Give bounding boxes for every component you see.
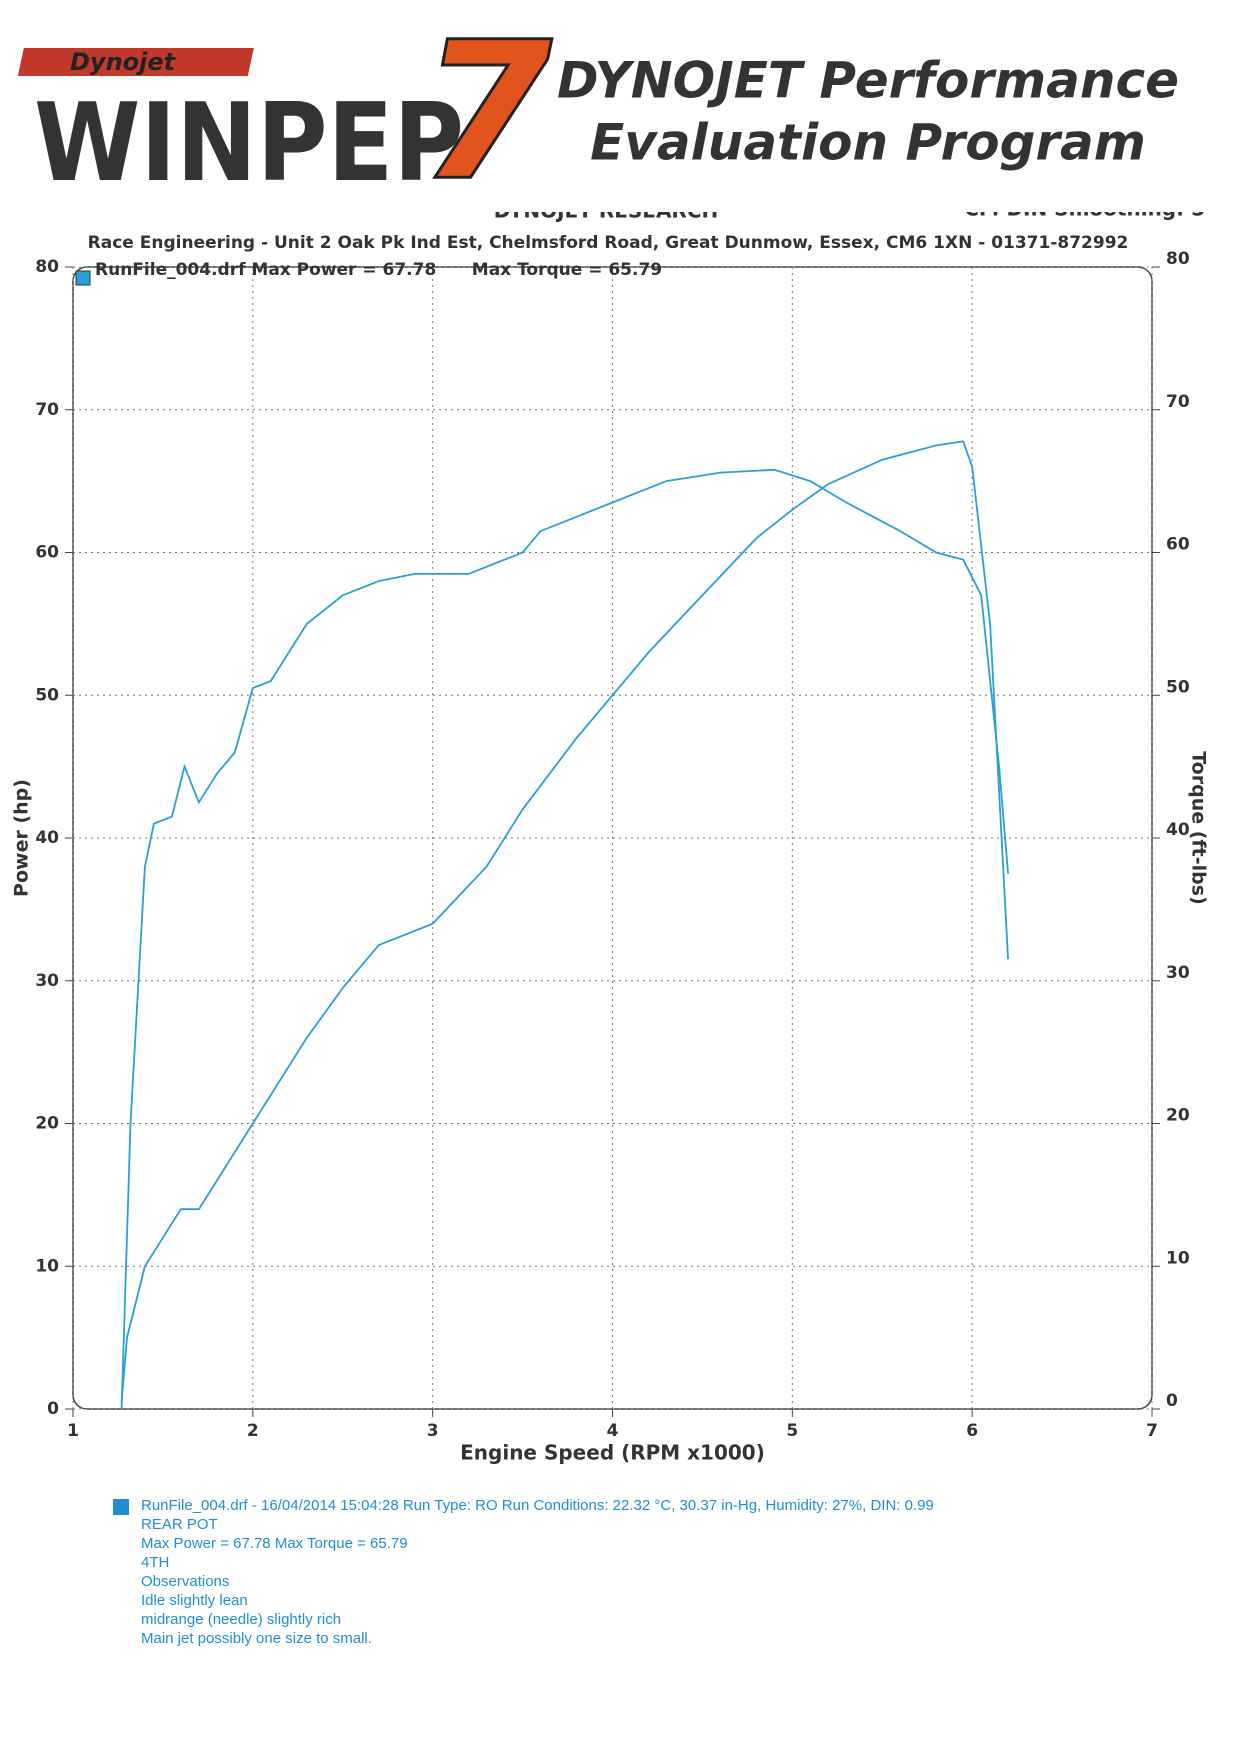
y-tick-label: 60: [35, 543, 59, 563]
footer-line: Max Power = 67.78 Max Torque = 65.79: [141, 1535, 408, 1552]
y-tick-label: 20: [35, 1114, 59, 1134]
logo-number: 7: [420, 1, 552, 222]
footer-line: RunFile_004.drf - 16/04/2014 15:04:28 Ru…: [141, 1497, 934, 1514]
logo-band: [17, 48, 254, 76]
y-tick-label: 30: [35, 971, 59, 991]
title-line1: DYNOJET Performance: [557, 52, 1179, 110]
x-tick-label: 2: [247, 1421, 259, 1441]
legend-text: RunFile_004.drf Max Power = 67.78 Max To…: [95, 260, 662, 280]
y2-tick-label: 70: [1166, 392, 1190, 412]
series-line: [120, 468, 1009, 1410]
x-tick-label: 5: [786, 1421, 798, 1441]
footer-line: Observations: [141, 1573, 229, 1590]
y2-tick-label: 30: [1166, 963, 1190, 983]
clipped-heading: CF: DIN Smoothing: 5: [964, 197, 1205, 221]
y-tick-label: 40: [35, 828, 59, 848]
y-tick-label: 0: [47, 1399, 59, 1419]
y2-tick-label: 10: [1166, 1248, 1190, 1268]
x-tick-label: 7: [1146, 1421, 1158, 1441]
x-axis-label: Engine Speed (RPM x1000): [460, 1441, 765, 1465]
y2-tick-label: 60: [1166, 535, 1190, 555]
logo-small: Dynojet: [70, 48, 177, 76]
y-tick-label: 80: [35, 257, 59, 277]
footer: RunFile_004.drf - 16/04/2014 15:04:28 Ru…: [113, 1497, 934, 1647]
y2-tick-label: 50: [1166, 677, 1190, 697]
address: Race Engineering - Unit 2 Oak Pk Ind Est…: [88, 233, 1129, 253]
run-swatch: [113, 1499, 129, 1515]
y-tick-label: 50: [35, 685, 59, 705]
footer-line: REAR POT: [141, 1516, 218, 1533]
clipped-heading: DYNOJET RESEARCH: [494, 199, 719, 223]
y-tick-label: 70: [35, 400, 59, 420]
footer-line: Main jet possibly one size to small.: [141, 1630, 372, 1647]
footer-line: midrange (needle) slightly rich: [141, 1611, 341, 1628]
title-line2: Evaluation Program: [590, 114, 1146, 172]
footer-line: Idle slightly lean: [141, 1592, 248, 1609]
logo-main: WINPEP: [34, 81, 464, 206]
logo: Dynojet WINPEP 7: [17, 0, 554, 224]
y2-tick-label: 40: [1166, 820, 1190, 840]
y2-tick-label: 0: [1166, 1391, 1178, 1411]
y2-axis-label: Torque (ft-lbs): [1188, 751, 1210, 905]
x-tick-label: 1: [67, 1421, 79, 1441]
y-axis-label: Power (hp): [11, 779, 33, 897]
plot: 0 10 20 30 40 50 60 70 80 0 10 20 30 40 50 60 70 80 1 2 3 4 5 6…: [11, 249, 1210, 1465]
legend-swatch: [75, 270, 91, 286]
y-tick-label: 10: [35, 1256, 59, 1276]
y2-tick-label: 80: [1166, 249, 1190, 269]
y2-tick-label: 20: [1166, 1106, 1190, 1126]
x-tick-label: 6: [966, 1421, 978, 1441]
x-tick-label: 4: [607, 1421, 619, 1441]
footer-line: 4TH: [141, 1554, 169, 1571]
x-tick-label: 3: [427, 1421, 439, 1441]
series-line: [120, 440, 1009, 1402]
